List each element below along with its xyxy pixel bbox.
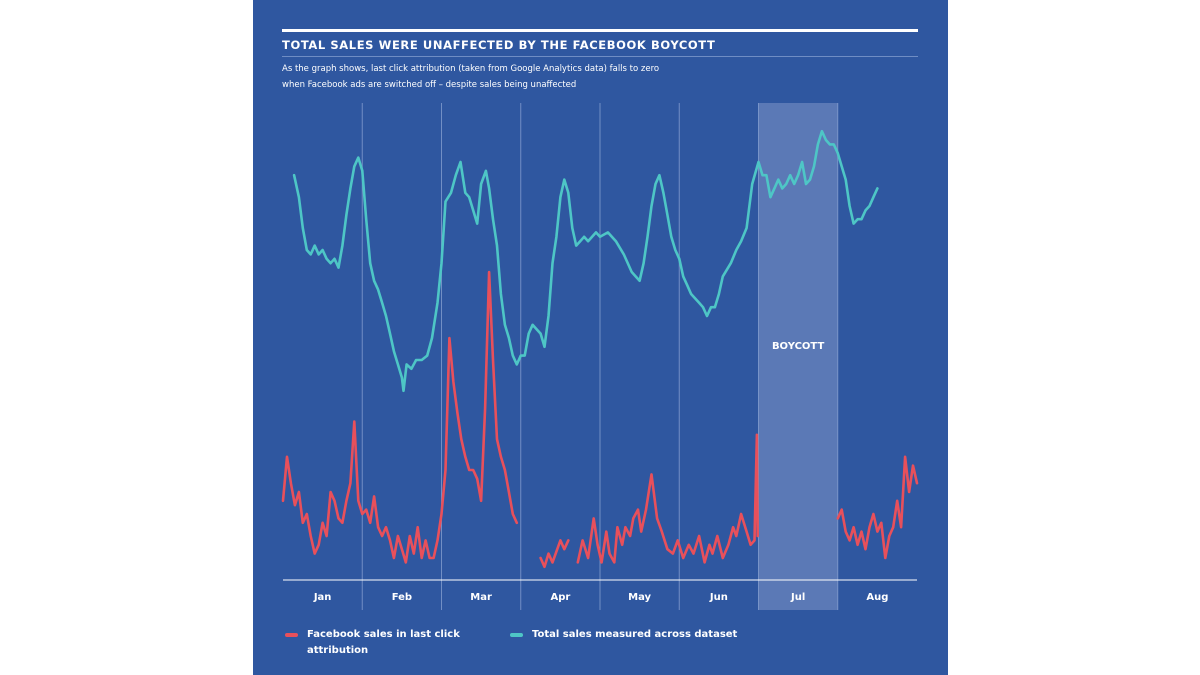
facebook-legend-swatch — [285, 633, 298, 637]
chart-title: TOTAL SALES WERE UNAFFECTED BY THE FACEB… — [282, 38, 716, 52]
subtitle-line-2: when Facebook ads are switched off – des… — [282, 80, 577, 90]
header-rule — [282, 29, 918, 32]
x-tick-label: Jan — [313, 592, 332, 603]
boycott-band — [758, 103, 838, 610]
x-tick-label: May — [628, 592, 651, 603]
total-legend-swatch — [510, 633, 523, 637]
facebook-sales-line — [576, 433, 759, 564]
x-tick-label: Mar — [470, 592, 492, 603]
subtitle-rule — [282, 56, 918, 57]
x-tick-label: Jun — [709, 592, 728, 603]
facebook-sales-line — [281, 270, 519, 564]
total-sales-line — [292, 129, 879, 393]
subtitle-line-1: As the graph shows, last click attributi… — [282, 64, 660, 74]
boycott-label: BOYCOTT — [772, 341, 825, 352]
x-tick-label: Apr — [550, 592, 570, 603]
total-legend-label: Total sales measured across dataset — [532, 629, 738, 640]
x-tick-label: Feb — [392, 592, 412, 603]
facebook-legend-label: Facebook sales in last click attribution — [307, 629, 460, 656]
facebook-sales-line — [539, 539, 570, 569]
facebook-sales-line — [836, 455, 919, 560]
x-tick-label: Aug — [866, 592, 888, 603]
chart-subtitle: As the graph shows, last click attributi… — [282, 61, 922, 93]
x-tick-label: Jul — [790, 592, 805, 603]
